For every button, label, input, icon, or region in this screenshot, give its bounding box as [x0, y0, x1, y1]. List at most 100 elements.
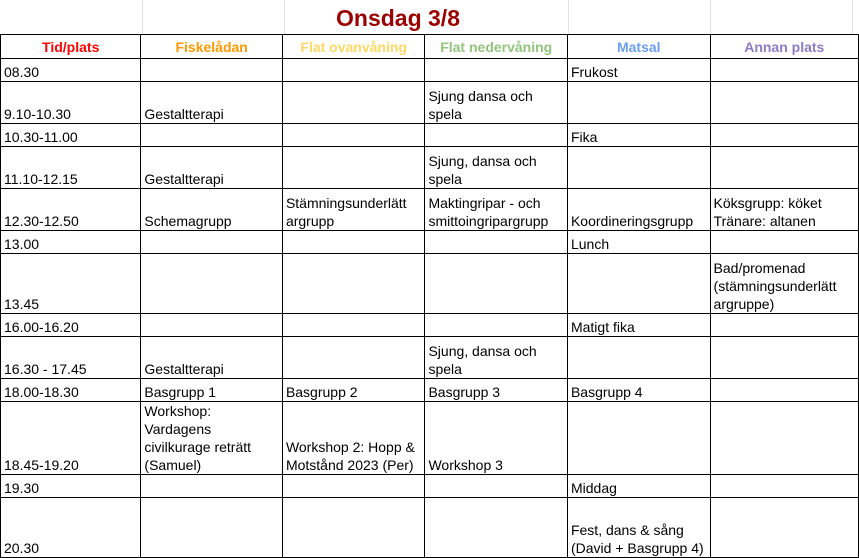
- cell[interactable]: [709, 146, 859, 189]
- cell[interactable]: [281, 336, 426, 379]
- cell[interactable]: [709, 81, 859, 124]
- time-cell[interactable]: 10.30-11.00: [0, 123, 142, 147]
- cell[interactable]: [709, 58, 859, 82]
- cell[interactable]: [709, 336, 859, 379]
- time-cell[interactable]: 9.10-10.30: [0, 81, 142, 124]
- gridline: [852, 0, 853, 34]
- cell[interactable]: Gestaltterapi: [140, 146, 283, 189]
- cell[interactable]: Sjung, dansa och spela: [424, 146, 568, 189]
- table-row: 16.00-16.20 Matigt fika: [0, 313, 859, 337]
- column-header[interactable]: Matsal: [566, 34, 711, 59]
- cell[interactable]: Fika: [566, 123, 711, 147]
- cell[interactable]: Frukost: [566, 58, 711, 82]
- cell[interactable]: [424, 230, 568, 254]
- table-row: 08.30 Frukost: [0, 58, 859, 82]
- column-header[interactable]: Tid/plats: [0, 34, 142, 59]
- cell[interactable]: [281, 81, 426, 124]
- cell[interactable]: Basgrupp 2: [281, 378, 426, 402]
- cell[interactable]: [140, 58, 283, 82]
- cell[interactable]: Matigt fika: [566, 313, 711, 337]
- cell[interactable]: Gestaltterapi: [140, 336, 283, 379]
- time-cell[interactable]: 13.45: [0, 253, 142, 314]
- cell[interactable]: [281, 230, 426, 254]
- table-row: 10.30-11.00 Fika: [0, 123, 859, 147]
- time-cell[interactable]: 12.30-12.50: [0, 188, 142, 231]
- time-cell[interactable]: 18.00-18.30: [0, 378, 142, 402]
- cell[interactable]: Basgrupp 3: [424, 378, 568, 402]
- table-row: 13.00 Lunch: [0, 230, 859, 254]
- cell[interactable]: Workshop 2: Hopp & Motstånd 2023 (Per): [281, 401, 426, 475]
- cell[interactable]: Maktingripar - och smittoingripargrupp: [424, 188, 568, 231]
- header-row: Tid/plats Fiskelådan Flat ovanvåning Flat n…: [0, 34, 859, 59]
- cell[interactable]: [566, 146, 711, 189]
- table-row: 20.30 Fest, dans & sång (David + Basgrupp…: [0, 497, 859, 558]
- table-row: 16.30 - 17.45 Gestaltterapi Sjung, dansa o…: [0, 336, 859, 379]
- cell[interactable]: Bad/promenad (stämningsunderlätt argrupp…: [709, 253, 859, 314]
- time-cell[interactable]: 20.30: [0, 497, 142, 558]
- cell[interactable]: Workshop: Vardagens civilkurage reträtt …: [140, 401, 283, 475]
- cell[interactable]: [709, 497, 859, 558]
- cell[interactable]: [424, 313, 568, 337]
- cell[interactable]: Workshop 3: [424, 401, 568, 475]
- cell[interactable]: [709, 401, 859, 475]
- cell[interactable]: [424, 123, 568, 147]
- cell[interactable]: [281, 313, 426, 337]
- gridline: [710, 0, 711, 34]
- cell[interactable]: [140, 253, 283, 314]
- cell[interactable]: [281, 497, 426, 558]
- cell[interactable]: [709, 474, 859, 498]
- cell[interactable]: Basgrupp 4: [566, 378, 711, 402]
- cell[interactable]: [709, 230, 859, 254]
- cell[interactable]: [281, 253, 426, 314]
- cell[interactable]: [281, 474, 426, 498]
- cell[interactable]: [424, 253, 568, 314]
- column-header[interactable]: Fiskelådan: [140, 34, 283, 59]
- cell[interactable]: Sjung dansa och spela: [424, 81, 568, 124]
- cell[interactable]: [424, 497, 568, 558]
- column-header[interactable]: Annan plats: [709, 34, 859, 59]
- cell[interactable]: [424, 474, 568, 498]
- time-cell[interactable]: 18.45-19.20: [0, 401, 142, 475]
- cell[interactable]: Basgrupp 1: [140, 378, 283, 402]
- time-cell[interactable]: 16.30 - 17.45: [0, 336, 142, 379]
- cell[interactable]: [566, 253, 711, 314]
- cell[interactable]: [709, 313, 859, 337]
- cell[interactable]: Koordineringsgrupp: [566, 188, 711, 231]
- cell[interactable]: [281, 146, 426, 189]
- cell[interactable]: [140, 313, 283, 337]
- cell[interactable]: [709, 123, 859, 147]
- time-cell[interactable]: 16.00-16.20: [0, 313, 142, 337]
- cell[interactable]: [566, 81, 711, 124]
- cell[interactable]: [566, 401, 711, 475]
- time-cell[interactable]: 13.00: [0, 230, 142, 254]
- cell[interactable]: [140, 474, 283, 498]
- cell[interactable]: [140, 123, 283, 147]
- column-header[interactable]: Flat nedervåning: [424, 34, 568, 59]
- table-row: 19.30 Middag: [0, 474, 859, 498]
- gridline: [568, 0, 569, 34]
- table-row: 13.45 Bad/promenad (stämningsunderlätt ar…: [0, 253, 859, 314]
- cell[interactable]: Lunch: [566, 230, 711, 254]
- column-header[interactable]: Flat ovanvåning: [281, 34, 426, 59]
- table-row: 18.00-18.30 Basgrupp 1 Basgrupp 2 Basgrupp …: [0, 378, 859, 402]
- cell[interactable]: Stämningsunderlätt argrupp: [281, 188, 426, 231]
- schedule-table: Tid/plats Fiskelådan Flat ovanvåning Flat n…: [0, 34, 859, 558]
- cell[interactable]: Middag: [566, 474, 711, 498]
- cell[interactable]: Sjung, dansa och spela: [424, 336, 568, 379]
- time-cell[interactable]: 08.30: [0, 58, 142, 82]
- cell[interactable]: [140, 497, 283, 558]
- cell[interactable]: Fest, dans & sång (David + Basgrupp 4): [566, 497, 711, 558]
- time-cell[interactable]: 11.10-12.15: [0, 146, 142, 189]
- time-cell[interactable]: 19.30: [0, 474, 142, 498]
- cell[interactable]: [281, 123, 426, 147]
- table-row: 18.45-19.20 Workshop: Vardagens civilkura…: [0, 401, 859, 475]
- table-row: 12.30-12.50 Schemagrupp Stämningsunderlätt…: [0, 188, 859, 231]
- cell[interactable]: [566, 336, 711, 379]
- cell[interactable]: [709, 378, 859, 402]
- cell[interactable]: Köksgrupp: köket Tränare: altanen: [709, 188, 859, 231]
- cell[interactable]: Schemagrupp: [140, 188, 283, 231]
- cell[interactable]: [281, 58, 426, 82]
- cell[interactable]: [140, 230, 283, 254]
- cell[interactable]: [424, 58, 568, 82]
- cell[interactable]: Gestaltterapi: [140, 81, 283, 124]
